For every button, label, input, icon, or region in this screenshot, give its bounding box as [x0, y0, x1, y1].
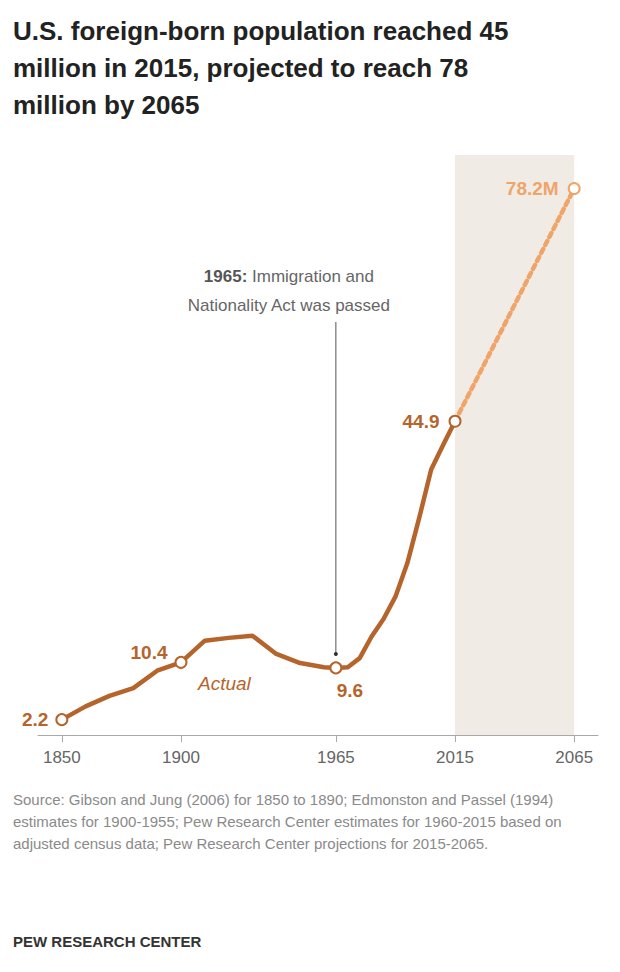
svg-text:2065: 2065 — [555, 748, 593, 767]
svg-text:10.4: 10.4 — [130, 642, 167, 663]
svg-text:44.9: 44.9 — [403, 411, 440, 432]
svg-text:Nationality Act was passed: Nationality Act was passed — [188, 296, 390, 315]
svg-text:2.2: 2.2 — [22, 709, 48, 730]
svg-text:78.2M: 78.2M — [506, 178, 559, 199]
svg-text:1850: 1850 — [43, 748, 81, 767]
svg-text:9.6: 9.6 — [337, 680, 363, 701]
svg-text:Source: Gibson and Jung (2006): Source: Gibson and Jung (2006) for 1850 … — [13, 791, 558, 808]
svg-text:estimates for 1900-1955; Pew R: estimates for 1900-1955; Pew Research Ce… — [13, 813, 566, 830]
svg-text:1965:: 1965: — [204, 267, 247, 286]
svg-text:1965: 1965 — [317, 748, 355, 767]
svg-text:million in 2015, projected to: million in 2015, projected to reach 78 — [13, 53, 475, 83]
svg-text:2015: 2015 — [436, 748, 474, 767]
svg-text:U.S. foreign-born population r: U.S. foreign-born population reached 45 — [13, 16, 516, 46]
svg-text:million by 2065: million by 2065 — [13, 90, 199, 120]
svg-text:Actual: Actual — [197, 673, 252, 694]
svg-text:adjusted census data; Pew Rese: adjusted census data; Pew Research Cente… — [13, 835, 488, 852]
svg-text:Immigration and: Immigration and — [247, 267, 374, 286]
svg-text:PEW RESEARCH CENTER: PEW RESEARCH CENTER — [13, 933, 202, 950]
svg-text:1900: 1900 — [162, 748, 200, 767]
